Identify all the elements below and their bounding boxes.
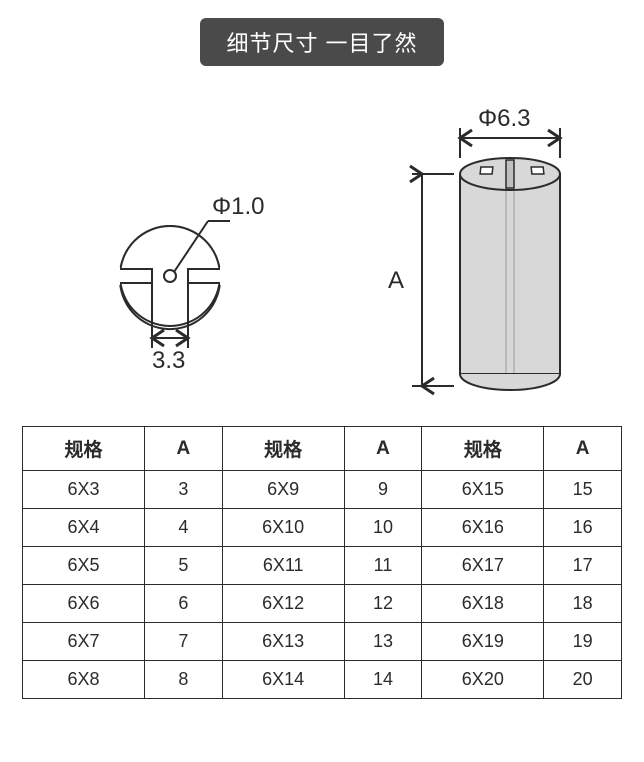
col-header: A [145, 427, 223, 471]
table-cell: 5 [145, 547, 223, 585]
table-cell: 13 [344, 623, 422, 661]
table-row: 6X446X10106X1616 [23, 509, 622, 547]
table-cell: 12 [344, 585, 422, 623]
table-header-row: 规格 A 规格 A 规格 A [23, 427, 622, 471]
table-cell: 6X4 [23, 509, 145, 547]
table-cell: 6X8 [23, 661, 145, 699]
table-cell: 7 [145, 623, 223, 661]
table-cell: 6 [145, 585, 223, 623]
table-cell: 10 [344, 509, 422, 547]
table-cell: 6X20 [422, 661, 544, 699]
table-row: 6X666X12126X1818 [23, 585, 622, 623]
table-row: 6X886X14146X2020 [23, 661, 622, 699]
table-cell: 6X6 [23, 585, 145, 623]
spec-table: 规格 A 规格 A 规格 A 6X336X996X15156X446X10106… [22, 426, 622, 699]
header-title: 细节尺寸 一目了然 [200, 18, 443, 66]
table-cell: 4 [145, 509, 223, 547]
col-header: 规格 [422, 427, 544, 471]
col-header: 规格 [23, 427, 145, 471]
table-cell: 14 [344, 661, 422, 699]
table-cell: 6X11 [222, 547, 344, 585]
table-cell: 6X17 [422, 547, 544, 585]
table-cell: 15 [544, 471, 622, 509]
table-cell: 6X13 [222, 623, 344, 661]
col-header: 规格 [222, 427, 344, 471]
phi-6-3-label: Φ6.3 [478, 105, 531, 132]
table-cell: 6X16 [422, 509, 544, 547]
table-cell: 6X18 [422, 585, 544, 623]
table-cell: 6X12 [222, 585, 344, 623]
table-row: 6X336X996X1515 [23, 471, 622, 509]
width-3-3-label: 3.3 [152, 347, 185, 374]
top-view: Φ1.0 3.3 [116, 193, 265, 374]
table-cell: 6X15 [422, 471, 544, 509]
table-cell: 20 [544, 661, 622, 699]
table-cell: 6X10 [222, 509, 344, 547]
table-row: 6X556X11116X1717 [23, 547, 622, 585]
table-cell: 6X5 [23, 547, 145, 585]
table-cell: 19 [544, 623, 622, 661]
table-cell: 16 [544, 509, 622, 547]
table-cell: 17 [544, 547, 622, 585]
table-cell: 8 [145, 661, 223, 699]
table-cell: 6X7 [23, 623, 145, 661]
table-row: 6X776X13136X1919 [23, 623, 622, 661]
table-cell: 6X19 [422, 623, 544, 661]
table-cell: 3 [145, 471, 223, 509]
side-view: Φ6.3 A [388, 105, 560, 390]
table-cell: 18 [544, 585, 622, 623]
table-cell: 6X3 [23, 471, 145, 509]
phi-1-label: Φ1.0 [212, 193, 265, 220]
table-cell: 6X9 [222, 471, 344, 509]
table-cell: 6X14 [222, 661, 344, 699]
table-cell: 11 [344, 547, 422, 585]
col-header: A [544, 427, 622, 471]
dimension-diagram: Φ1.0 3.3 Φ6.3 [0, 66, 644, 426]
height-A-label: A [388, 267, 404, 294]
table-cell: 9 [344, 471, 422, 509]
col-header: A [344, 427, 422, 471]
